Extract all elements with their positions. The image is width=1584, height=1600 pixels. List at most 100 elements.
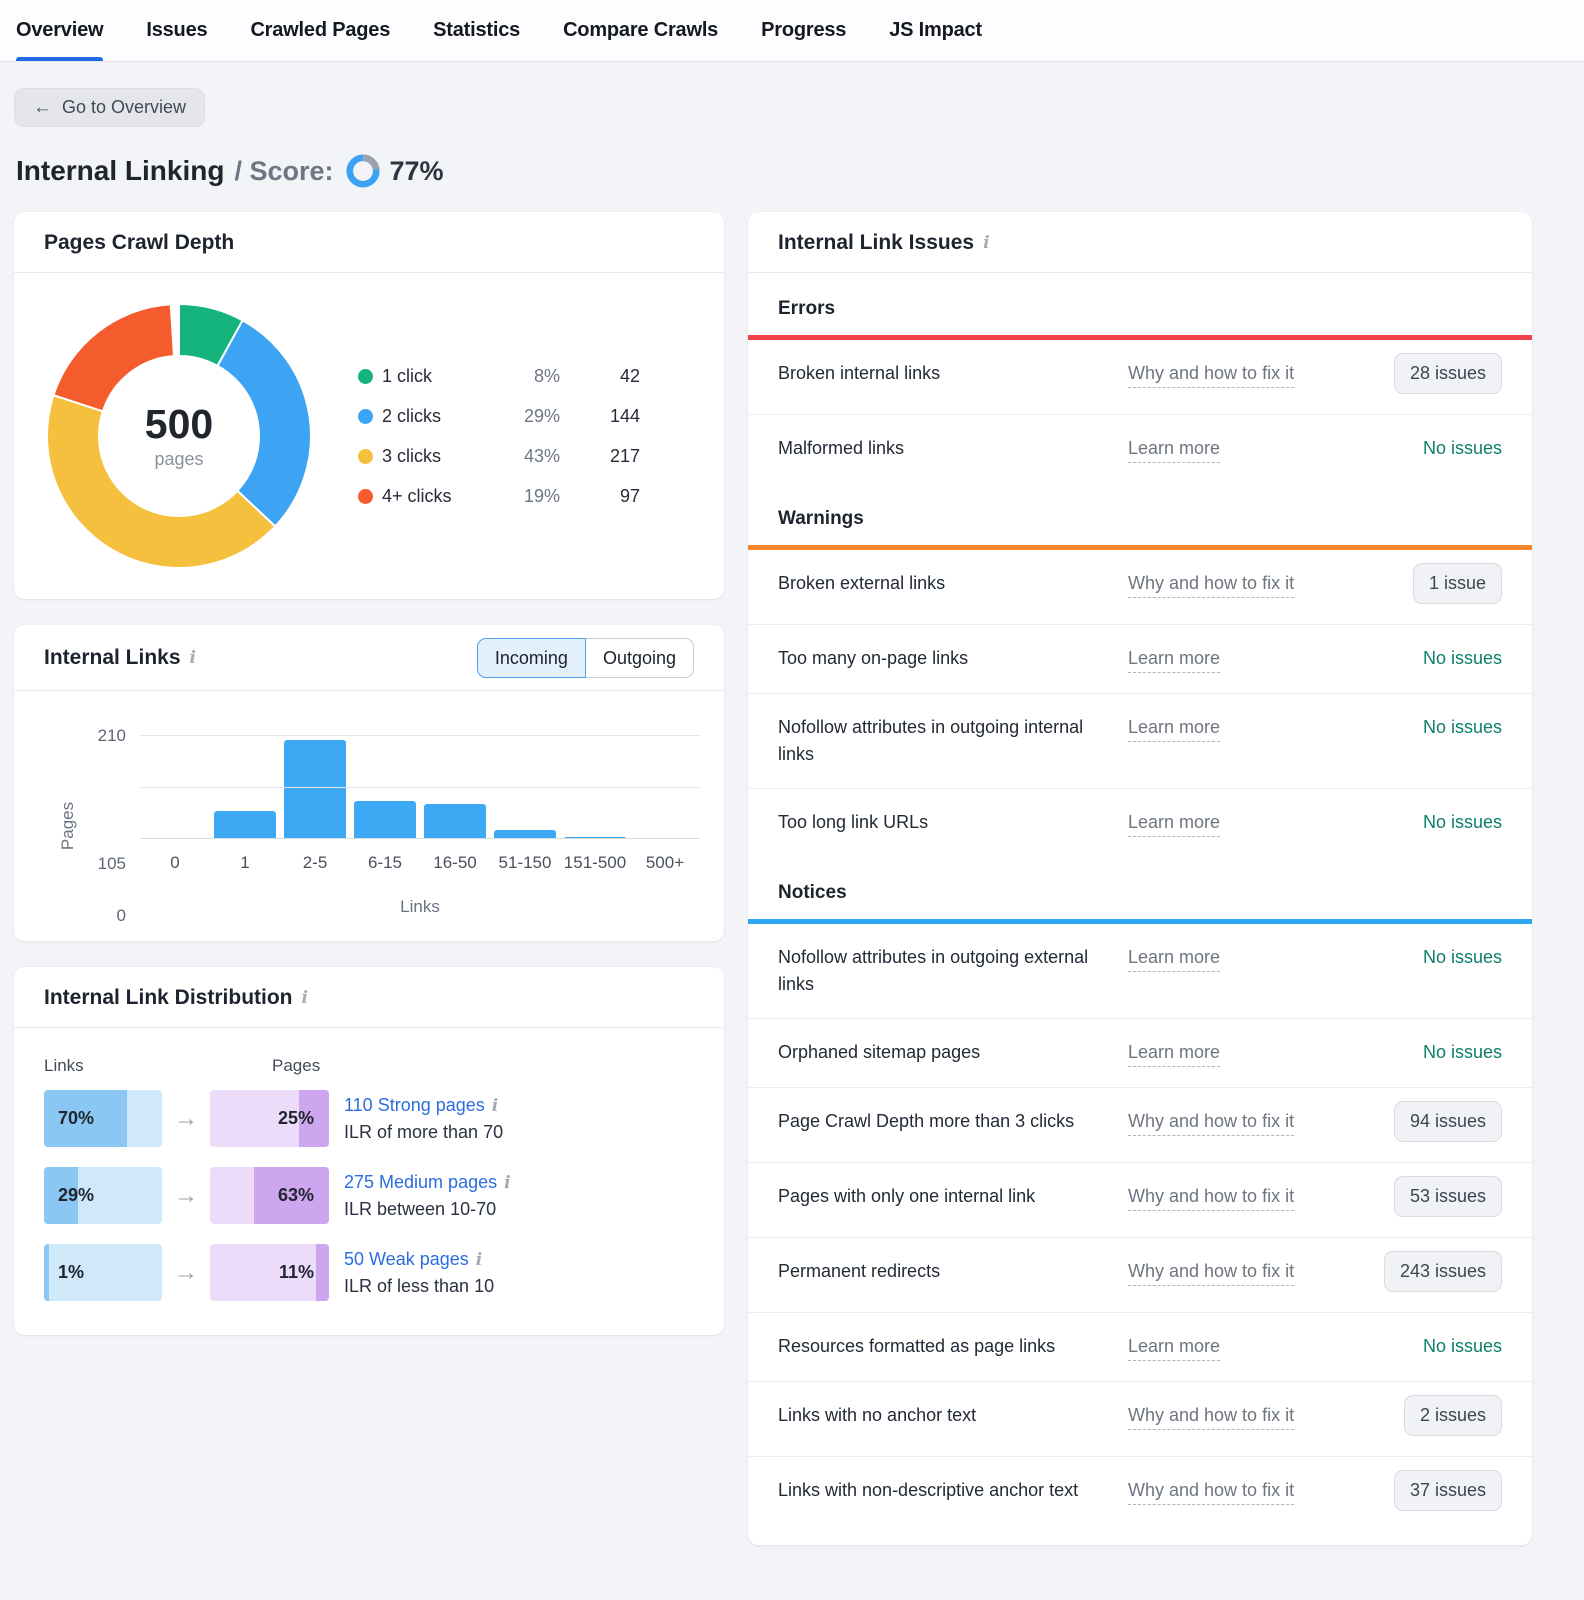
legend-percent: 19%: [523, 485, 560, 506]
tab-issues[interactable]: Issues: [146, 19, 208, 41]
issue-name: Too long link URLs: [778, 812, 929, 832]
toggle-outgoing-button[interactable]: Outgoing: [584, 638, 694, 678]
pages-ratio-fill: [315, 1244, 329, 1301]
why-how-to-fix-link[interactable]: Why and how to fix it: [1128, 570, 1295, 598]
bar-16-50: [424, 804, 486, 839]
why-how-to-fix-link[interactable]: Why and how to fix it: [1128, 1402, 1295, 1430]
gridline: [140, 735, 700, 736]
no-issues-label: No issues: [1422, 947, 1502, 967]
info-icon[interactable]: i: [491, 1095, 499, 1116]
tab-compare-crawls[interactable]: Compare Crawls: [563, 19, 719, 41]
issue-row-broken-internal-links: Broken internal links Why and how to fix…: [748, 340, 1532, 414]
donut-slice-2-clicks: [216, 319, 312, 528]
issue-row-permanent-redirects: Permanent redirects Why and how to fix i…: [748, 1237, 1532, 1312]
no-issues-label: No issues: [1422, 717, 1502, 737]
section-notices-heading: Notices: [778, 882, 847, 903]
weak-pages-link[interactable]: 50 Weak pages: [344, 1248, 469, 1269]
info-icon[interactable]: i: [983, 232, 990, 253]
tab-overview[interactable]: Overview: [16, 0, 104, 61]
legend-percent: 29%: [523, 405, 560, 426]
learn-more-link[interactable]: Learn more: [1128, 714, 1221, 742]
donut-center: 500 pages: [44, 301, 314, 571]
pages-percent: 11%: [278, 1262, 314, 1282]
score-label: / Score:: [234, 155, 334, 186]
incoming-outgoing-toggle: Incoming Outgoing: [476, 638, 694, 678]
issue-name: Nofollow attributes in outgoing external…: [778, 947, 1089, 994]
arrow-right-icon: →: [174, 1104, 198, 1132]
ilr-range-label: ILR between 10-70: [344, 1198, 497, 1219]
links-percent: 1%: [58, 1262, 85, 1282]
learn-more-link[interactable]: Learn more: [1128, 645, 1221, 673]
donut-total-pages: 500: [144, 400, 214, 447]
issue-name: Orphaned sitemap pages: [778, 1042, 981, 1062]
why-how-to-fix-link[interactable]: Why and how to fix it: [1128, 360, 1295, 388]
pages-ratio-bar: 11%: [210, 1244, 329, 1301]
info-icon[interactable]: i: [475, 1249, 483, 1270]
links-ratio-fill: [44, 1167, 79, 1224]
issue-name: Permanent redirects: [778, 1261, 941, 1281]
go-to-overview-button[interactable]: ← Go to Overview: [14, 88, 206, 127]
learn-more-link[interactable]: Learn more: [1128, 944, 1221, 972]
tab-crawled-pages[interactable]: Crawled Pages: [250, 19, 391, 41]
issues-count-button[interactable]: 2 issues: [1403, 1395, 1502, 1436]
info-icon[interactable]: i: [504, 1172, 511, 1193]
medium-pages-link[interactable]: 275 Medium pages: [344, 1171, 498, 1192]
legend-count: 217: [609, 445, 640, 466]
issue-row-orphaned-sitemap-pages: Orphaned sitemap pages Learn more No iss…: [748, 1018, 1532, 1087]
pages-percent: 63%: [277, 1185, 314, 1205]
distribution-title: Internal Link Distribution: [44, 986, 293, 1009]
y-tick-210: 210: [97, 726, 126, 745]
strong-pages-link[interactable]: 110 Strong pages: [344, 1094, 485, 1115]
legend-dot-1-click: [358, 368, 373, 384]
page-title-row: Internal Linking / Score: 77%: [16, 154, 1584, 188]
issues-count-button[interactable]: 1 issue: [1412, 563, 1502, 604]
info-icon[interactable]: i: [301, 987, 308, 1008]
tab-progress[interactable]: Progress: [761, 19, 847, 41]
pages-ratio-fill: [299, 1090, 329, 1147]
issues-count-button[interactable]: 28 issues: [1393, 353, 1502, 394]
tab-statistics[interactable]: Statistics: [433, 19, 521, 41]
issue-row-broken-external-links: Broken external links Why and how to fix…: [748, 550, 1532, 624]
learn-more-link[interactable]: Learn more: [1128, 1333, 1221, 1361]
distribution-row-weak: 1% → 11% 50 Weak pages i ILR of less than…: [44, 1244, 694, 1301]
issue-name: Pages with only one internal link: [778, 1186, 1036, 1206]
issues-count-button[interactable]: 94 issues: [1393, 1101, 1502, 1142]
tab-js-impact[interactable]: JS Impact: [889, 19, 982, 41]
bar-slot-1: [210, 811, 280, 839]
y-tick-0: 0: [116, 906, 126, 925]
bar-2-5: [284, 740, 346, 839]
legend-label: 3 clicks: [382, 445, 442, 466]
why-how-to-fix-link[interactable]: Why and how to fix it: [1128, 1477, 1295, 1505]
learn-more-link[interactable]: Learn more: [1128, 435, 1221, 463]
learn-more-link[interactable]: Learn more: [1128, 1039, 1221, 1067]
legend-label: 1 click: [382, 365, 433, 386]
donut-slice-4+-clicks: [52, 303, 175, 413]
bar-slot-2-5: [280, 740, 350, 839]
links-bars: [140, 735, 700, 839]
why-how-to-fix-link[interactable]: Why and how to fix it: [1128, 1258, 1295, 1286]
arrow-right-icon: →: [174, 1181, 198, 1209]
no-issues-label: No issues: [1422, 812, 1502, 832]
score-ring-icon: [345, 154, 380, 188]
crawl-depth-donut: [46, 303, 312, 569]
why-how-to-fix-link[interactable]: Why and how to fix it: [1128, 1183, 1295, 1211]
legend-label: 2 clicks: [382, 405, 442, 426]
pages-ratio-fill: [254, 1167, 329, 1224]
issue-row-malformed-links: Malformed links Learn more No issues: [748, 414, 1532, 483]
links-ratio-bar: 29%: [44, 1167, 162, 1224]
crawl-depth-legend: 1 click 8% 42 2 clicks 29% 144 3 clicks …: [358, 366, 640, 507]
issue-row-crawl-depth-more-than-3: Page Crawl Depth more than 3 clicks Why …: [748, 1087, 1532, 1162]
links-ratio-bar: 70%: [44, 1090, 162, 1147]
issues-card-title: Internal Link Issues: [778, 231, 975, 254]
toggle-incoming-button[interactable]: Incoming: [476, 638, 586, 678]
issues-count-button[interactable]: 243 issues: [1383, 1251, 1502, 1292]
issues-count-button[interactable]: 53 issues: [1393, 1176, 1502, 1217]
issues-count-button[interactable]: 37 issues: [1393, 1470, 1502, 1511]
issue-name: Malformed links: [778, 438, 905, 458]
page-title: Internal Linking: [16, 155, 225, 186]
why-how-to-fix-link[interactable]: Why and how to fix it: [1128, 1108, 1295, 1136]
info-icon[interactable]: i: [189, 647, 196, 668]
legend-count: 42: [619, 365, 640, 386]
legend-count: 144: [609, 405, 640, 426]
learn-more-link[interactable]: Learn more: [1128, 809, 1221, 837]
